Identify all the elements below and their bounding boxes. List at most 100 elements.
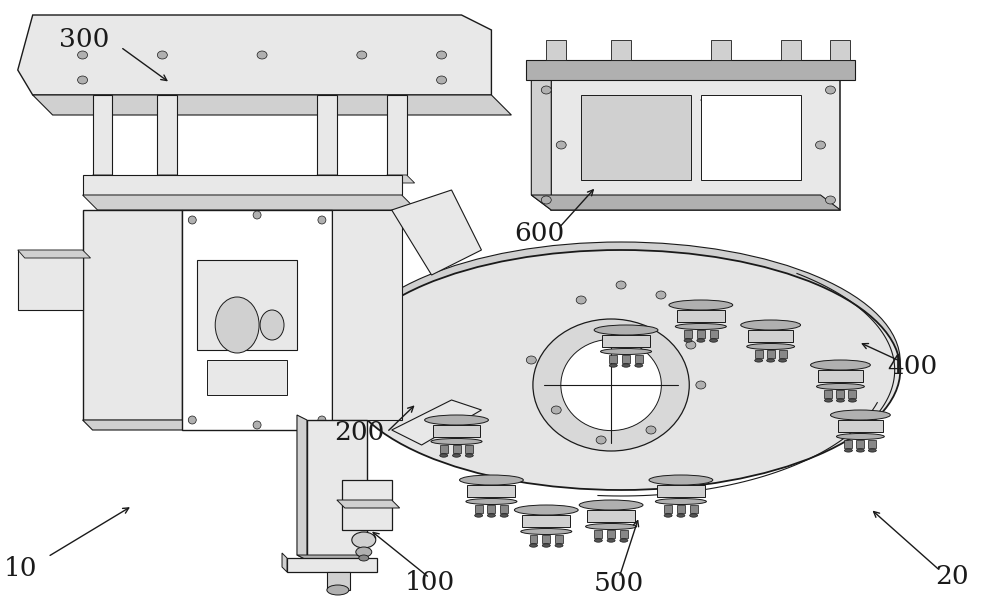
Text: 20: 20 — [935, 564, 969, 589]
Polygon shape — [387, 175, 415, 183]
Ellipse shape — [431, 438, 482, 444]
Polygon shape — [337, 500, 400, 508]
Ellipse shape — [157, 51, 167, 59]
Polygon shape — [33, 95, 511, 115]
Ellipse shape — [830, 410, 890, 420]
Ellipse shape — [664, 514, 672, 517]
Ellipse shape — [844, 449, 852, 452]
Polygon shape — [307, 420, 367, 560]
Ellipse shape — [327, 585, 349, 595]
Polygon shape — [392, 400, 481, 445]
Polygon shape — [748, 330, 793, 341]
Ellipse shape — [594, 325, 658, 335]
Ellipse shape — [500, 514, 508, 517]
Polygon shape — [690, 504, 698, 512]
Polygon shape — [317, 95, 337, 175]
Ellipse shape — [811, 360, 870, 370]
Polygon shape — [392, 190, 481, 275]
Ellipse shape — [686, 341, 696, 349]
Ellipse shape — [487, 514, 495, 517]
Ellipse shape — [253, 421, 261, 429]
Text: 10: 10 — [4, 556, 37, 582]
Ellipse shape — [533, 319, 689, 451]
Polygon shape — [710, 329, 718, 338]
Ellipse shape — [342, 250, 900, 490]
Polygon shape — [157, 175, 185, 183]
Polygon shape — [327, 572, 350, 590]
Ellipse shape — [609, 364, 617, 367]
Ellipse shape — [352, 532, 376, 548]
Polygon shape — [620, 530, 628, 538]
Polygon shape — [83, 210, 182, 420]
Ellipse shape — [318, 416, 326, 424]
Ellipse shape — [440, 454, 448, 457]
Ellipse shape — [741, 320, 801, 330]
Ellipse shape — [257, 51, 267, 59]
Ellipse shape — [816, 141, 825, 149]
Polygon shape — [602, 335, 650, 347]
Ellipse shape — [359, 555, 369, 561]
Ellipse shape — [556, 141, 566, 149]
Polygon shape — [664, 504, 672, 512]
Ellipse shape — [646, 426, 656, 434]
Ellipse shape — [475, 514, 483, 517]
Polygon shape — [824, 389, 832, 397]
Ellipse shape — [601, 349, 652, 355]
Ellipse shape — [856, 449, 864, 452]
Polygon shape — [332, 210, 402, 420]
Ellipse shape — [655, 498, 706, 504]
Polygon shape — [677, 504, 685, 512]
Ellipse shape — [836, 433, 884, 439]
Ellipse shape — [425, 415, 488, 425]
Polygon shape — [546, 40, 566, 60]
Ellipse shape — [675, 323, 726, 329]
Ellipse shape — [747, 344, 795, 350]
Ellipse shape — [551, 406, 561, 414]
Ellipse shape — [437, 51, 447, 59]
Ellipse shape — [868, 449, 876, 452]
Polygon shape — [182, 210, 332, 430]
Ellipse shape — [649, 475, 713, 485]
Ellipse shape — [215, 297, 259, 353]
Ellipse shape — [690, 514, 698, 517]
Polygon shape — [282, 553, 287, 572]
Polygon shape — [677, 310, 725, 321]
Ellipse shape — [684, 339, 692, 342]
Ellipse shape — [656, 291, 666, 299]
Ellipse shape — [779, 359, 787, 362]
Ellipse shape — [607, 539, 615, 542]
Ellipse shape — [696, 381, 706, 389]
Polygon shape — [838, 420, 883, 432]
Ellipse shape — [825, 196, 835, 204]
Polygon shape — [684, 329, 692, 338]
Polygon shape — [830, 40, 850, 60]
Ellipse shape — [836, 399, 844, 402]
Polygon shape — [701, 95, 801, 180]
Ellipse shape — [586, 524, 637, 530]
Polygon shape — [18, 15, 491, 95]
Polygon shape — [551, 80, 840, 210]
Ellipse shape — [260, 310, 284, 340]
Polygon shape — [767, 350, 775, 358]
Polygon shape — [83, 195, 417, 210]
Polygon shape — [755, 350, 763, 358]
Polygon shape — [465, 444, 473, 453]
Polygon shape — [531, 195, 840, 210]
Polygon shape — [467, 485, 515, 497]
Ellipse shape — [188, 216, 196, 224]
Polygon shape — [622, 355, 630, 362]
Ellipse shape — [561, 340, 661, 430]
Polygon shape — [635, 355, 643, 362]
Polygon shape — [157, 95, 177, 175]
Polygon shape — [93, 175, 120, 183]
Polygon shape — [607, 530, 615, 538]
Polygon shape — [836, 389, 844, 397]
Ellipse shape — [622, 364, 630, 367]
Polygon shape — [440, 444, 448, 453]
Polygon shape — [781, 40, 801, 60]
Polygon shape — [83, 420, 192, 430]
Polygon shape — [433, 425, 480, 436]
Ellipse shape — [697, 339, 705, 342]
Ellipse shape — [541, 86, 551, 94]
Polygon shape — [342, 480, 392, 530]
